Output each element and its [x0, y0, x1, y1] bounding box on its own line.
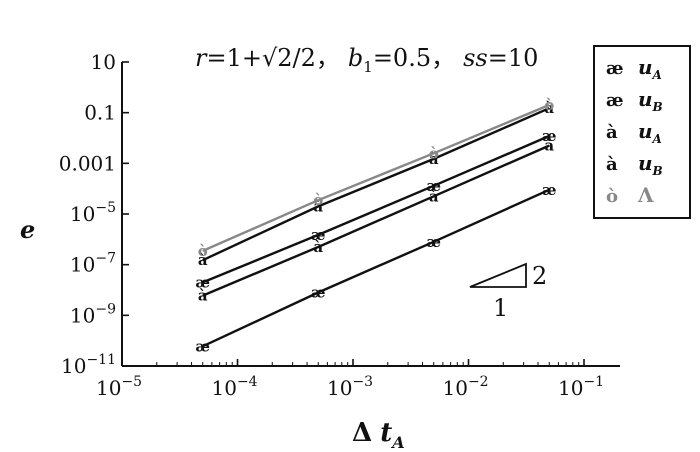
data-point-4-2: ò: [429, 144, 439, 162]
x-tick-label-0: 10−5: [96, 374, 142, 400]
slope-rise-label: 2: [532, 262, 547, 290]
legend-symbol-4: ò: [606, 186, 618, 207]
data-point-3-3: à: [544, 137, 554, 155]
y-tick-label-2: 0.001: [59, 151, 116, 175]
legend-symbol-1: æ: [606, 90, 624, 111]
data-point-1-1: æ: [311, 226, 326, 244]
legend-symbol-0: æ: [606, 58, 624, 79]
data-point-1-0: æ: [195, 273, 210, 291]
slope-triangle: 2 1: [469, 262, 547, 322]
chart-title: r=1+√2/2， b1=0.5， ss=10: [195, 44, 538, 76]
legend-label-1: uB: [638, 87, 663, 114]
legend-symbol-2: à: [606, 122, 618, 143]
data-point-1-3: æ: [542, 127, 557, 145]
data-point-2-2: à: [429, 150, 439, 168]
data-point-4-3: ò: [544, 96, 554, 114]
slope-run-label: 1: [493, 294, 508, 322]
series-line-0: [202, 188, 550, 348]
legend-symbol-3: à: [606, 154, 618, 175]
y-tick-label-4: 10−7: [70, 251, 116, 277]
data-point-0-1: æ: [311, 283, 326, 301]
data-point-3-2: à: [429, 187, 439, 205]
data-point-1-2: æ: [426, 177, 441, 195]
data-point-4-1: ò: [313, 191, 323, 209]
y-tick-label-3: 10−5: [70, 200, 116, 226]
data-point-0-3: æ: [542, 181, 557, 199]
data-point-3-1: à: [313, 238, 323, 256]
y-tick-label-1: 0.1: [84, 101, 116, 125]
data-point-0-0: æ: [195, 337, 210, 355]
data-point-0-2: æ: [426, 233, 441, 251]
data-point-2-1: à: [313, 197, 323, 215]
data-point-2-3: à: [544, 99, 554, 117]
slope-triangle-shape: [469, 262, 527, 288]
x-tick-label-1: 10−4: [212, 374, 258, 400]
series-line-1: [202, 134, 550, 284]
legend: æ uAæ uBà uAà uBò Λ: [593, 45, 691, 219]
y-tick-label-5: 10−9: [70, 301, 116, 327]
y-tick-label-0: 10: [91, 50, 116, 74]
legend-label-0: uA: [638, 55, 662, 82]
data-point-2-0: à: [198, 251, 208, 269]
x-tick-label-3: 10−2: [443, 374, 489, 400]
x-tick-label-2: 10−3: [327, 374, 373, 400]
legend-label-4: Λ: [637, 183, 654, 207]
legend-label-3: uB: [638, 151, 663, 178]
legend-label-2: uA: [638, 119, 662, 146]
series-line-4: [202, 103, 550, 252]
x-tick-label-4: 10−1: [558, 374, 604, 400]
data-point-4-0: ò: [198, 242, 208, 260]
y-tick-label-6: 10−11: [61, 352, 116, 378]
axis-ticks: 10−5 10−4 10−3 10−2 10−1 10 0.1 0.001 10−5 10−7 10…: [59, 50, 604, 400]
data-point-3-0: à: [198, 287, 208, 305]
legend-box: [593, 45, 691, 219]
series-line-3: [202, 144, 550, 297]
series-line-2: [202, 107, 550, 262]
y-axis-label: e: [20, 215, 35, 244]
